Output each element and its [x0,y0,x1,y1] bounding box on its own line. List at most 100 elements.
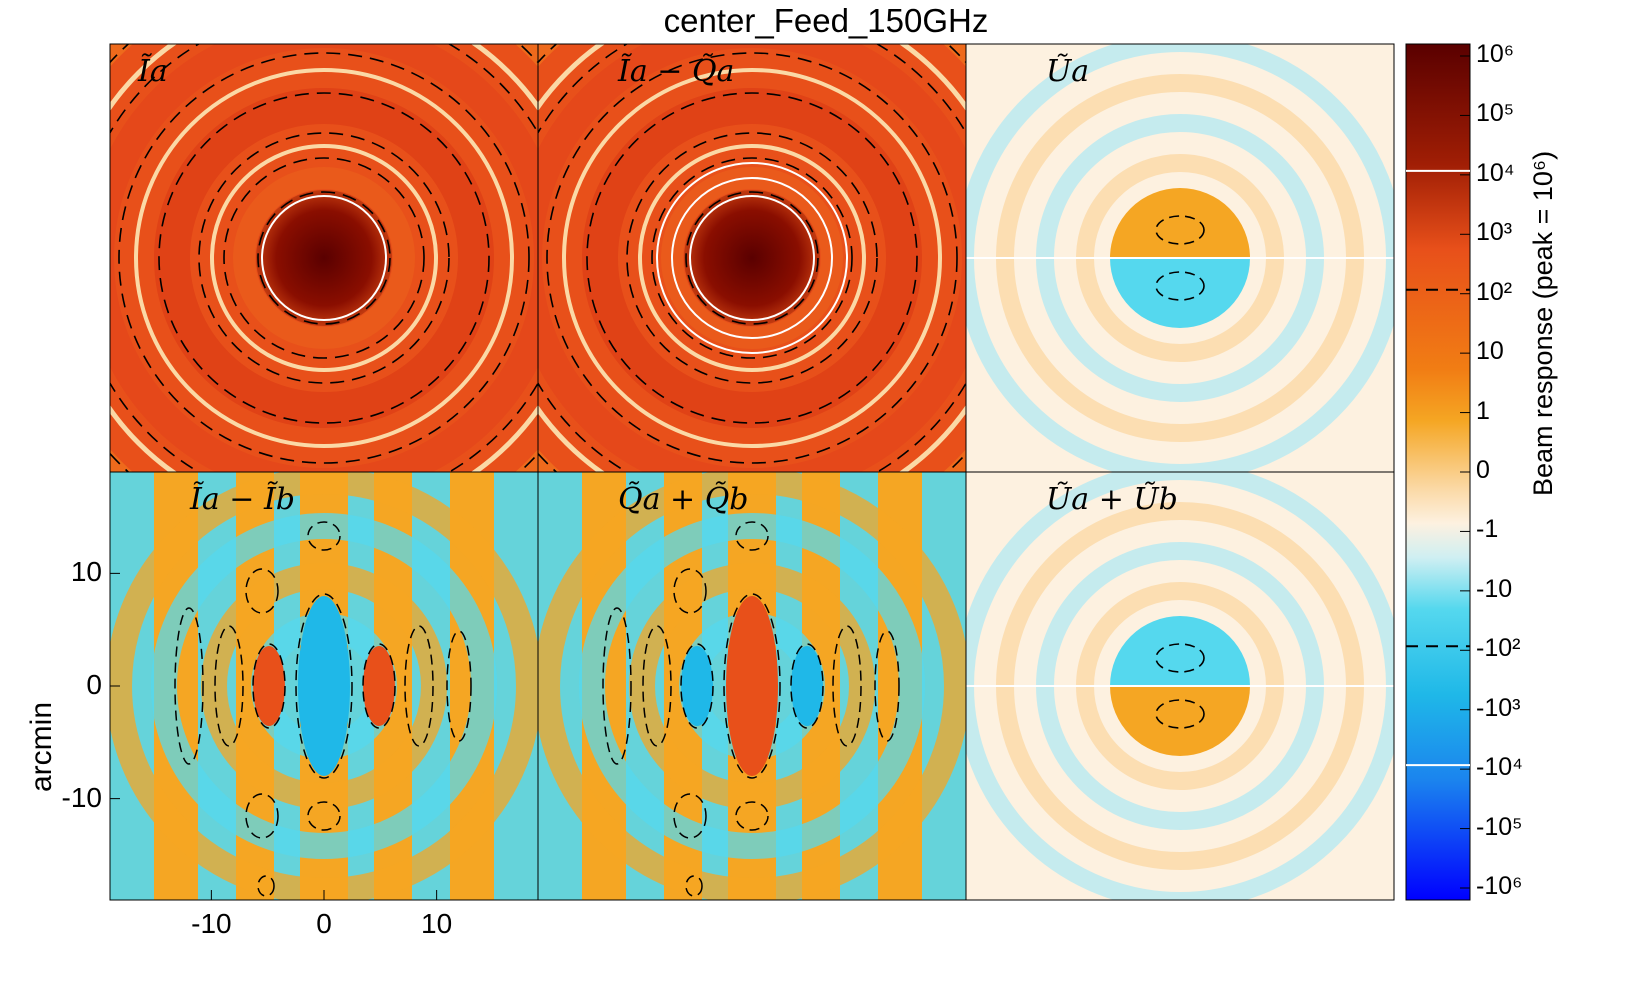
dashed-contour-11 [685,875,703,897]
dashed-contour-8 [307,521,341,551]
panel-3 [966,44,1394,472]
dashed-contour-2 [362,643,396,729]
ring-band-4 [154,88,494,428]
dashed-contour-0 [295,593,353,779]
ring-band-4 [582,88,922,428]
dashed-contour-5 [602,607,632,765]
panel-label-2: Ĩa − Q̃a [618,54,735,89]
arc-band-1 [201,563,447,809]
x-tick-label: 10 [421,908,453,939]
center-lobe [298,596,350,776]
ring-band-5 [210,144,438,372]
side-lobe-right [363,646,395,726]
dashed-contour-0 [723,593,781,779]
dashed-contour-11 [257,875,275,897]
colorbar-tick-label: 10 [1476,337,1504,366]
ring-band-3 [562,68,942,448]
dashed-contour-4 [404,625,434,747]
y-tick-label: -10 [61,781,102,813]
colorbar-tick-label: 10⁶ [1476,40,1515,68]
lobe-bottom [1110,686,1250,756]
ring-band-6 [233,167,415,349]
dashed-contour-10 [307,801,341,831]
arc-band-3 [538,472,966,900]
dashed-contour-6 [874,630,900,742]
white-contour-1 [656,162,848,354]
lobe-bottom [1110,258,1250,328]
colorbar-tick-label: -1 [1476,515,1499,544]
panel-frame-6 [965,471,1395,901]
colorbar-tick-label: 1 [1476,396,1490,425]
dashed-contour-bottom [1155,699,1205,729]
dashed-contour-5 [174,607,204,765]
arc-band-2 [579,513,925,859]
dashed-contour-9 [245,793,279,839]
colorbar-tick-label: -10⁵ [1476,812,1523,841]
panel-label-4: Ĩa − Ĩb [190,482,295,517]
center-lobe [726,596,778,776]
dashed-contour-2 [790,643,824,729]
dashed-contour-0 [685,191,819,325]
side-lobe-left [681,646,713,726]
dashed-contour-4 [118,52,530,464]
y-tick-label: 10 [70,556,102,588]
x-tick-label: 0 [316,908,332,939]
dashed-contour-6 [446,630,472,742]
dashed-contour-1 [223,157,425,359]
ring-band-5 [638,144,866,372]
dashed-contour-9 [673,793,707,839]
panel-label-1: Ĩa [138,54,168,89]
panel-label-3: Ũa [1046,54,1090,89]
dashed-contour-top [1155,643,1205,673]
colorbar-tick-label: -10 [1476,574,1513,603]
lobe-top [1110,616,1250,686]
panel-1 [110,44,538,472]
dashed-contour-3 [214,625,244,747]
beam-core [684,190,820,326]
colorbar-tick-label: 10² [1476,277,1513,306]
x-tick-label: -10 [191,908,232,939]
colorbar-tick-label: 10⁵ [1476,99,1515,128]
dashed-contour-2 [626,132,878,384]
colorbar-tick-label: -10³ [1476,693,1521,722]
y-tick-label: 0 [86,669,102,700]
colorbar [1405,43,1471,901]
dashed-contour-0 [257,191,391,325]
dashed-contour-1 [680,643,714,729]
white-contour-core [261,195,387,321]
dashed-contour-7 [245,568,279,614]
white-contour-core [689,195,815,321]
dashed-contour-3 [158,92,490,424]
chart-title: center_Feed_150GHz [663,2,989,39]
dashed-contour-7 [673,568,707,614]
panel-4 [110,472,538,900]
dashed-contour-4 [832,625,862,747]
dashed-contour-10 [735,801,769,831]
arc-band-2 [151,513,497,859]
dashed-contour-4 [546,52,958,464]
panel-6 [966,472,1394,900]
dashed-contour-2 [198,132,450,384]
colorbar-tick-label: 10³ [1476,218,1513,247]
dashed-contour-1 [252,643,286,729]
arc-band-1 [629,563,875,809]
colorbar-tick-label: -10² [1476,634,1521,663]
colorbar-label: Beam response (peak = 10⁶) [1528,150,1558,496]
beam-core [256,190,392,326]
dashed-contour-top [1155,215,1205,245]
panel-5 [538,472,966,900]
colorbar-tick-label: 10⁴ [1476,158,1515,187]
y-axis-label: arcmin [25,702,58,793]
colorbar-tick-label: -10⁶ [1476,872,1523,900]
side-lobe-right [791,646,823,726]
side-lobe-left [253,646,285,726]
ring-band-3 [134,68,514,448]
dashed-contour-3 [586,92,918,424]
lobe-top [1110,188,1250,258]
dashed-contour-3 [642,625,672,747]
colorbar-tick-label: -10⁴ [1476,753,1523,782]
colorbar-tick-label: 0 [1476,456,1490,484]
panel-label-6: Ũa + Ũb [1046,482,1178,517]
